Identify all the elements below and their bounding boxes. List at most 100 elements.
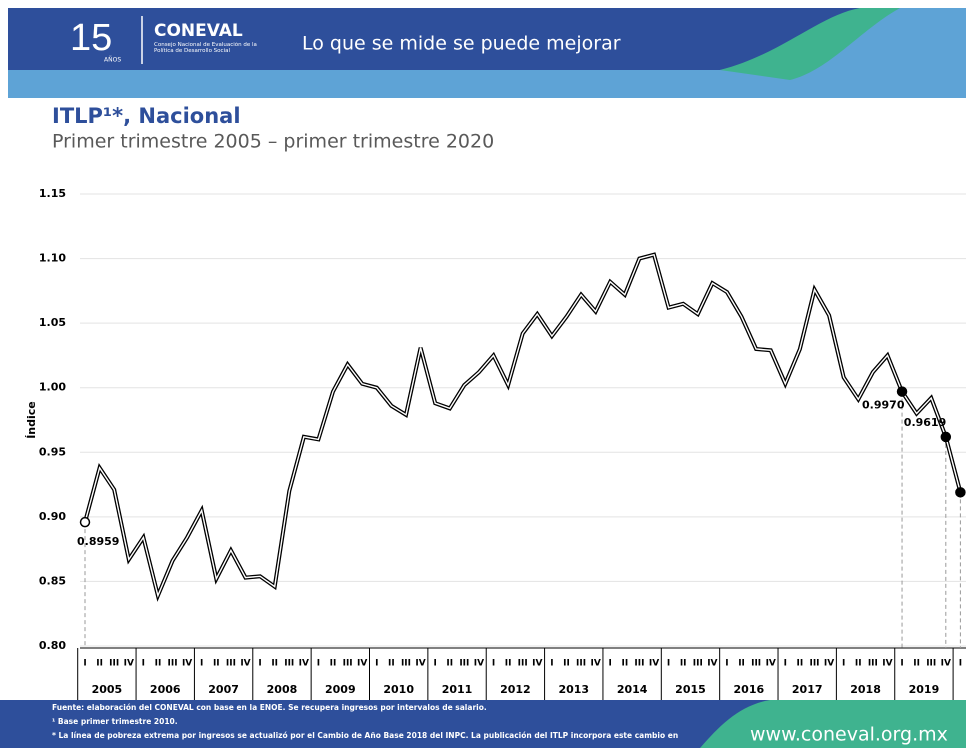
year-label: 2011 xyxy=(442,683,473,696)
x-tick-label: I xyxy=(609,659,612,669)
logo-number: 15 xyxy=(70,17,112,59)
x-tick-label: III xyxy=(518,659,528,669)
year-label: 2008 xyxy=(267,683,298,696)
footer-note: Fuente: elaboración del CONEVAL con base… xyxy=(52,703,487,712)
x-tick-label: II xyxy=(446,659,453,669)
x-tick-label: IV xyxy=(415,659,425,669)
logo-years: AÑOS xyxy=(104,57,121,64)
year-label: 2007 xyxy=(208,683,239,696)
x-tick-label: I xyxy=(492,659,495,669)
y-tick-label: 1.10 xyxy=(39,252,66,265)
y-tick-label: 0.95 xyxy=(39,445,66,458)
footer-note: * La línea de pobreza extrema por ingres… xyxy=(52,731,678,740)
x-tick-label: II xyxy=(330,659,337,669)
header-band xyxy=(8,8,860,70)
x-tick-label: II xyxy=(96,659,103,669)
x-tick-label: IV xyxy=(299,659,309,669)
x-tick-label: III xyxy=(343,659,353,669)
x-tick-label: III xyxy=(401,659,411,669)
x-tick-label: III xyxy=(809,659,819,669)
footer-note: ¹ Base primer trimestre 2010. xyxy=(52,717,178,726)
x-tick-label: II xyxy=(505,659,512,669)
x-tick-label: IV xyxy=(941,659,951,669)
chart-subtitle: Primer trimestre 2005 – primer trimestre… xyxy=(52,131,494,153)
x-tick-label: I xyxy=(83,659,86,669)
year-label: 2014 xyxy=(617,683,648,696)
x-tick-label: III xyxy=(576,659,586,669)
point-marker xyxy=(896,386,908,397)
year-label: 2018 xyxy=(850,683,881,696)
tagline: Lo que se mide se puede mejorar xyxy=(302,33,621,55)
x-tick-label: III xyxy=(284,659,294,669)
header-swoosh xyxy=(720,8,900,80)
x-tick-label: II xyxy=(271,659,278,669)
year-label: 2017 xyxy=(792,683,823,696)
x-tick-label: I xyxy=(375,659,378,669)
x-tick-label: IV xyxy=(707,659,717,669)
x-tick-label: IV xyxy=(474,659,484,669)
x-tick-label: IV xyxy=(532,659,542,669)
year-label: 2015 xyxy=(675,683,706,696)
year-label: 2016 xyxy=(734,683,765,696)
line-series xyxy=(83,252,963,602)
x-tick-label: III xyxy=(693,659,703,669)
x-tick-label: II xyxy=(388,659,395,669)
x-tick-label: III xyxy=(109,659,119,669)
year-label: 2009 xyxy=(325,683,356,696)
point-marker xyxy=(940,431,952,443)
x-tick-label: III xyxy=(168,659,178,669)
y-tick-label: 1.15 xyxy=(39,187,66,200)
y-tick-label: 1.05 xyxy=(39,316,66,329)
x-tick-label: IV xyxy=(124,659,134,669)
x-tick-label: IV xyxy=(590,659,600,669)
point-marker xyxy=(79,516,91,528)
data-label: 0.9970 xyxy=(862,399,905,412)
x-tick-label: IV xyxy=(357,659,367,669)
line-series-inner xyxy=(84,253,962,598)
x-tick-label: II xyxy=(738,659,745,669)
data-label: 0.8959 xyxy=(77,535,119,548)
y-tick-label: 1.00 xyxy=(39,381,66,394)
x-tick-label: I xyxy=(725,659,728,669)
x-tick-label: I xyxy=(784,659,787,669)
x-tick-label: III xyxy=(926,659,936,669)
year-label: 2012 xyxy=(500,683,531,696)
x-tick-label: III xyxy=(459,659,469,669)
x-tick-label: I xyxy=(900,659,903,669)
x-tick-label: IV xyxy=(766,659,776,669)
x-tick-label: II xyxy=(913,659,920,669)
x-tick-label: I xyxy=(200,659,203,669)
year-label: 2010 xyxy=(383,683,414,696)
year-label: 2013 xyxy=(558,683,589,696)
x-tick-label: III xyxy=(751,659,761,669)
chart-title: ITLP¹*, Nacional xyxy=(52,104,241,128)
x-tick-label: II xyxy=(680,659,687,669)
x-tick-label: II xyxy=(855,659,862,669)
x-tick-label: I xyxy=(433,659,436,669)
footer-url: www.coneval.org.mx xyxy=(750,724,948,746)
year-label: 2005 xyxy=(92,683,123,696)
x-tick-label: II xyxy=(155,659,162,669)
x-tick-label: IV xyxy=(182,659,192,669)
x-tick-label: III xyxy=(634,659,644,669)
x-tick-label: I xyxy=(959,659,962,669)
x-tick-label: IV xyxy=(882,659,892,669)
year-label: 2019 xyxy=(909,683,940,696)
data-label: 0.9619 xyxy=(904,416,946,429)
x-tick-label: I xyxy=(142,659,145,669)
x-tick-label: I xyxy=(842,659,845,669)
y-axis-label: Índice xyxy=(25,401,38,439)
x-tick-label: I xyxy=(550,659,553,669)
x-tick-label: IV xyxy=(240,659,250,669)
y-tick-label: 0.90 xyxy=(39,510,66,523)
point-marker xyxy=(955,487,966,498)
x-tick-label: III xyxy=(226,659,236,669)
x-tick-label: II xyxy=(797,659,804,669)
org-full-box: Consejo Nacional de Evaluación de la Pol… xyxy=(154,42,257,54)
x-tick-label: II xyxy=(213,659,220,669)
org-full: Consejo Nacional de Evaluación de la Pol… xyxy=(154,42,257,54)
x-tick-label: I xyxy=(667,659,670,669)
x-tick-label: III xyxy=(868,659,878,669)
